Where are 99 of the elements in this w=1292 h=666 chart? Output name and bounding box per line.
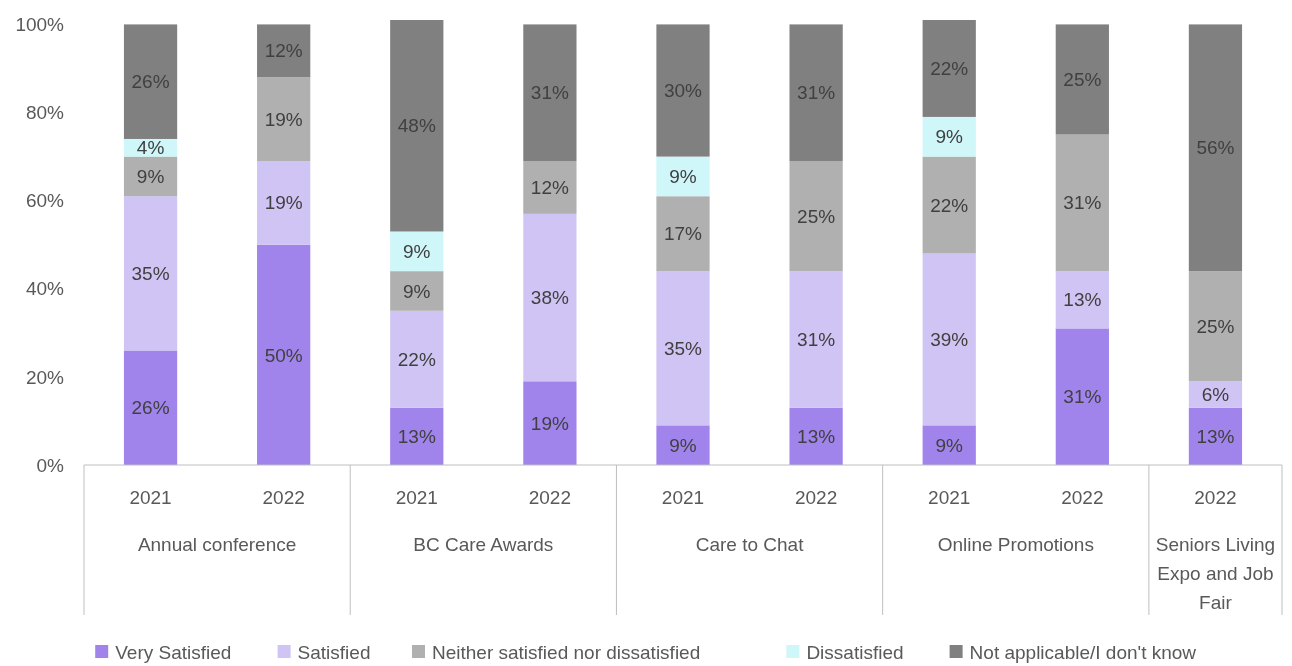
data-label: 9% [403,280,431,302]
data-label: 26% [131,397,170,419]
data-label: 6% [1201,384,1230,406]
data-label: 9% [669,166,697,188]
x-tick-label: 2021 [129,486,172,508]
data-label: 26% [131,71,170,93]
data-label: 50% [264,344,303,366]
data-label: 25% [797,205,836,227]
bar [922,20,976,117]
bar [123,350,178,465]
data-label: 35% [131,262,170,284]
legend-label: Not applicable/I don't know [969,641,1197,663]
y-tick-label: 40% [25,278,65,300]
data-label: 31% [530,82,570,104]
legend-label: Dissatisfied [806,641,904,663]
bar [656,196,710,272]
bar [1055,328,1109,465]
legend-label: Very Satisfied [115,641,232,663]
bar [1188,271,1243,382]
text: Online Promotions [937,533,1094,555]
x-tick-label: 2022 [1194,486,1237,508]
data-label: 9% [935,126,964,148]
bar [922,116,976,157]
bar [390,310,444,408]
bar [789,407,843,465]
bar [523,160,577,214]
data-label: 13% [1063,289,1102,311]
bar [656,156,710,197]
data-label: 25% [1063,69,1102,91]
data-label: 9% [403,240,431,262]
data-label: 12% [530,177,570,199]
bar [123,24,178,139]
data-label: 30% [663,80,703,102]
data-label: 13% [397,426,436,448]
bar [523,24,577,161]
data-label: 48% [397,115,436,137]
data-label: 31% [1063,386,1102,408]
x-tick-label: 2021 [395,486,438,508]
data-label: 17% [663,223,703,245]
bar [390,20,444,232]
text: Care to Chat [695,533,805,555]
data-label: 19% [264,192,303,214]
x-tick-label: 2022 [262,486,305,508]
bar [656,425,710,465]
bar [257,24,311,78]
data-label: 22% [930,194,969,216]
bar [523,381,577,465]
bar [656,271,710,426]
bar [123,196,178,351]
bar [257,244,311,465]
data-label: 39% [930,329,969,351]
y-tick-label: 20% [25,366,65,388]
data-label: 9% [935,434,964,456]
data-label: 9% [669,434,697,456]
y-tick-label: 80% [25,102,65,124]
x-tick-label: 2022 [794,486,838,508]
bar [1188,24,1243,272]
legend-label: Satisfied [297,641,371,663]
data-label: 25% [1196,315,1235,337]
data-label: 19% [530,412,570,434]
bar [789,24,843,161]
y-tick-label: 60% [25,190,65,212]
data-label: 35% [663,337,703,359]
data-label: 31% [797,82,836,104]
data-label: 22% [930,58,969,80]
data-label: 9% [136,166,165,188]
text: BC Care Awards [413,533,554,555]
data-label: 13% [797,426,836,448]
data-label: 12% [264,40,303,62]
bar [1055,271,1109,329]
x-tick-label: 2021 [928,486,971,508]
x-tick-label: 2021 [661,486,705,508]
data-label: 22% [397,348,436,370]
bar [1055,134,1109,272]
bar [656,24,710,157]
bar [523,213,577,382]
data-label: 31% [797,329,836,351]
bar [922,156,976,254]
bar [257,77,311,161]
bar [390,271,444,311]
bar [390,231,444,272]
y-tick-label: 100% [15,14,65,36]
data-label: 56% [1196,137,1235,159]
data-label: 13% [1196,426,1235,448]
bar [257,160,311,245]
text: Annual conference [137,533,297,555]
data-label: 38% [530,287,570,309]
data-label: 31% [1063,192,1102,214]
x-tick-label: 2022 [528,486,572,508]
data-label: 19% [264,108,303,130]
text: Seniors Living Expo and Job Fair [1155,533,1276,613]
y-tick-label: 0% [36,454,65,476]
bar [1055,24,1109,135]
x-tick-label: 2022 [1061,486,1104,508]
bar [789,271,843,408]
bar [789,160,843,272]
data-label: 4% [136,137,165,159]
legend-label: Neither satisfied nor dissatisfied [432,641,701,663]
bar [922,253,976,426]
